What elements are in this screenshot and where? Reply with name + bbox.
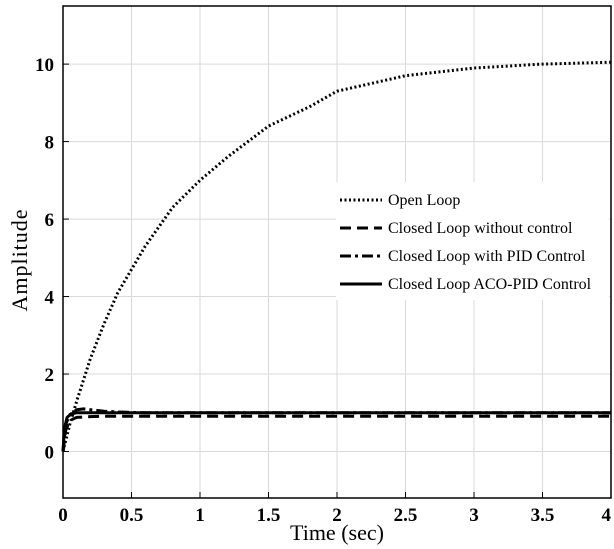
legend: Open Loop Closed Loop without control Clos… (336, 182, 609, 300)
x-tick-label: 4 (602, 505, 612, 526)
y-tick-label: 2 (45, 365, 55, 386)
y-tick-label: 8 (45, 133, 55, 154)
y-tick-labels: 0 2 4 6 8 10 (35, 55, 55, 463)
x-tick-label: 1 (195, 505, 205, 526)
y-axis-title: Amplitude (7, 208, 32, 311)
x-tick-label: 0 (58, 505, 68, 526)
x-tick-label: 3.5 (531, 505, 555, 526)
y-tick-label: 0 (45, 443, 55, 464)
x-tick-label: 1.5 (257, 505, 281, 526)
legend-label: Closed Loop with PID Control (388, 248, 586, 265)
x-tick-label: 0.5 (120, 505, 144, 526)
legend-label: Open Loop (388, 192, 460, 209)
x-axis-title: Time (sec) (290, 520, 384, 545)
y-tick-label: 4 (45, 288, 55, 309)
y-tick-label: 6 (45, 210, 55, 231)
legend-label: Closed Loop without control (388, 220, 573, 237)
legend-label: Closed Loop ACO-PID Control (388, 276, 592, 293)
y-tick-label: 10 (35, 55, 54, 76)
x-tick-label: 3 (469, 505, 479, 526)
x-tick-label: 2.5 (394, 505, 418, 526)
